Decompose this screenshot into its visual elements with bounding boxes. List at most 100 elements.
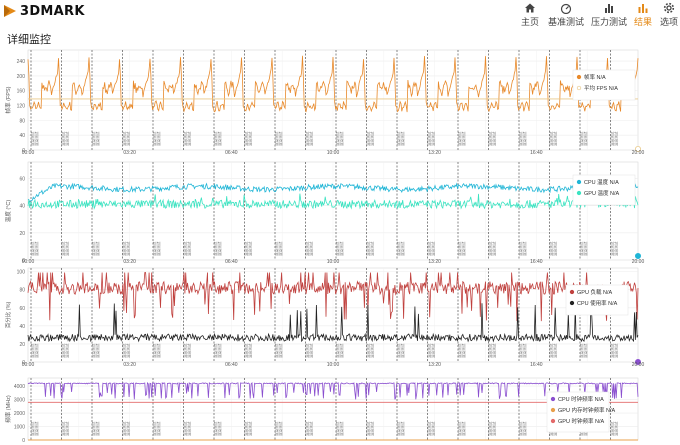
- section-marker-label: 渲染测试: [400, 421, 405, 436]
- section-marker-label: 渲染测试: [122, 421, 127, 436]
- y-tick-label: 20: [19, 342, 25, 348]
- section-marker-label: 渲染测试: [427, 131, 432, 146]
- section-marker-label: 渲染测试: [156, 241, 161, 256]
- section-marker-label: 渲染测试: [610, 421, 615, 436]
- section-marker-label: 渲染测试: [65, 241, 70, 256]
- section-marker-label: 渲染测试: [95, 241, 100, 256]
- section-marker-label: 渲染测试: [274, 343, 279, 358]
- section-marker-label: 渲染测试: [579, 241, 584, 256]
- section-marker-label: 渲染测试: [614, 131, 619, 146]
- section-marker-label: 渲染测试: [65, 421, 70, 436]
- section-marker-label: 渲染测试: [274, 421, 279, 436]
- logo-mark-icon: [4, 5, 16, 17]
- legend-entry: GPU 时钟频率 N/A: [558, 417, 604, 425]
- section-marker-label: 渲染测试: [457, 241, 462, 256]
- x-tick-label: 16:40: [530, 150, 543, 156]
- section-marker-label: 渲染测试: [518, 131, 523, 146]
- section-marker-label: 渲染测试: [309, 131, 314, 146]
- section-marker-label: 渲染测试: [488, 241, 493, 256]
- brand-name: 3DMARK: [20, 3, 85, 19]
- section-marker-label: 渲染测试: [396, 343, 401, 358]
- section-marker-label: 渲染测试: [187, 131, 192, 146]
- x-tick-label: 00:00: [22, 150, 35, 156]
- section-marker-label: 渲染测试: [522, 241, 527, 256]
- y-tick-label: 0: [22, 258, 25, 264]
- section-marker-label: 渲染测试: [95, 421, 100, 436]
- y-tick-label: 4000: [14, 384, 25, 390]
- section-marker-label: 渲染测试: [305, 131, 310, 146]
- x-tick-label: 10:00: [327, 150, 340, 156]
- series-end-marker: [635, 358, 642, 365]
- section-marker-label: 渲染测试: [400, 131, 405, 146]
- section-marker-label: 渲染测试: [91, 131, 96, 146]
- section-marker-label: 渲染测试: [213, 343, 218, 358]
- section-marker-label: 渲染测试: [126, 241, 131, 256]
- section-marker-label: 渲染测试: [335, 131, 340, 146]
- section-marker-label: 渲染测试: [610, 131, 615, 146]
- section-marker-label: 渲染测试: [34, 343, 39, 358]
- app-logo: 3DMARK: [2, 3, 85, 19]
- section-marker-label: 渲染测试: [244, 241, 249, 256]
- section-marker-label: 渲染测试: [583, 241, 588, 256]
- nav-home-label: 主页: [520, 17, 539, 27]
- section-marker-label: 渲染测试: [335, 241, 340, 256]
- y-axis-label: 频率 (MHz): [4, 395, 12, 423]
- section-marker-label: 渲染测试: [518, 421, 523, 436]
- section-marker-label: 渲染测试: [305, 241, 310, 256]
- nav-benchmark[interactable]: 基准测试: [548, 0, 584, 28]
- x-tick-label: 10:00: [327, 259, 340, 265]
- legend-box: [572, 69, 636, 101]
- x-tick-label: 20:00: [632, 150, 645, 156]
- nav-options[interactable]: 选项: [658, 0, 680, 28]
- y-tick-label: 120: [17, 104, 26, 110]
- legend-entry: CPU 使用率 N/A: [577, 299, 618, 307]
- legend-box: [565, 284, 629, 316]
- section-marker-label: 渲染测试: [244, 343, 249, 358]
- y-tick-label: 40: [19, 324, 25, 330]
- section-marker-label: 渲染测试: [518, 343, 523, 358]
- section-marker-label: 渲染测试: [187, 343, 192, 358]
- section-marker-label: 渲染测试: [431, 241, 436, 256]
- section-marker-label: 渲染测试: [457, 421, 462, 436]
- section-marker-label: 渲染测试: [274, 131, 279, 146]
- legend-box: [572, 174, 636, 206]
- section-marker-label: 渲染测试: [610, 343, 615, 358]
- section-marker-label: 渲染测试: [549, 131, 554, 146]
- legend-swatch: [550, 418, 556, 424]
- legend-swatch: [569, 289, 575, 295]
- legend: CPU 温度 N/A GPU 温度 N/A: [572, 174, 636, 206]
- section-marker-label: 渲染测试: [553, 421, 558, 436]
- legend-entry: 帧率 N/A: [584, 73, 606, 81]
- nav-results[interactable]: 结果: [632, 0, 654, 28]
- section-marker-label: 渲染测试: [396, 241, 401, 256]
- legend-swatch: [550, 396, 556, 402]
- x-tick-label: 03:20: [123, 150, 136, 156]
- section-marker-label: 渲染测试: [61, 421, 66, 436]
- section-marker-label: 渲染测试: [305, 343, 310, 358]
- y-axis-label: 帧率 (FPS): [4, 86, 12, 113]
- section-marker-label: 渲染测试: [152, 131, 157, 146]
- section-marker-label: 渲染测试: [549, 343, 554, 358]
- section-marker-label: 渲染测试: [183, 343, 188, 358]
- section-marker-label: 渲染测试: [488, 421, 493, 436]
- chart-panel-2: 020406080100百分比 (%)渲染测试 渲染测试 渲染测试 渲染测试 渲染测试渲…: [4, 267, 644, 368]
- nav-home[interactable]: 主页: [517, 0, 543, 28]
- y-tick-label: 1000: [14, 425, 25, 431]
- section-marker-label: 渲染测试: [427, 421, 432, 436]
- gauge-icon: [560, 3, 572, 14]
- section-marker-label: 渲染测试: [30, 421, 35, 436]
- section-marker-label: 渲染测试: [244, 421, 249, 436]
- section-marker-label: 渲染测试: [461, 131, 466, 146]
- section-marker-label: 渲染测试: [579, 421, 584, 436]
- section-marker-label: 渲染测试: [122, 241, 127, 256]
- section-marker-label: 渲染测试: [522, 343, 527, 358]
- y-tick-label: 40: [19, 204, 25, 210]
- section-marker-label: 渲染测试: [278, 421, 283, 436]
- section-marker-label: 渲染测试: [492, 343, 497, 358]
- section-marker-label: 渲染测试: [370, 131, 375, 146]
- legend-entry: CPU 时钟频率 N/A: [558, 395, 604, 403]
- nav-stress[interactable]: 压力测试: [591, 0, 627, 28]
- series-line: [27, 193, 639, 210]
- section-marker-label: 渲染测试: [126, 343, 131, 358]
- section-marker-label: 渲染测试: [217, 241, 222, 256]
